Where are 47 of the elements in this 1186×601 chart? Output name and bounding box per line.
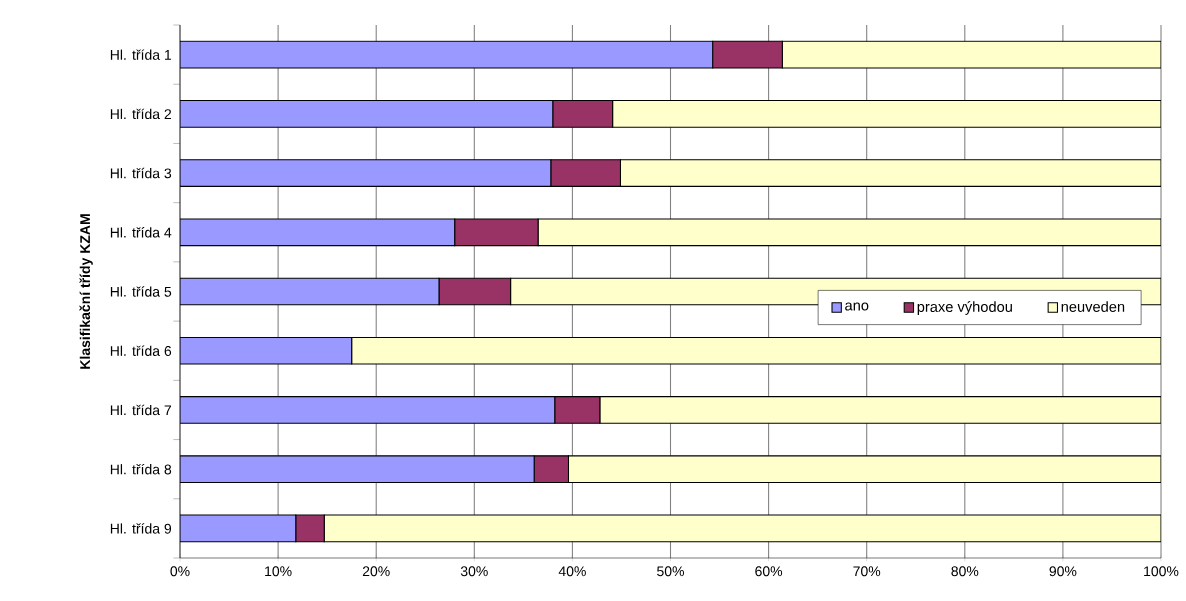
- bar: [323, 514, 1162, 543]
- bar: [599, 396, 1162, 424]
- bar: [554, 396, 601, 424]
- bar: [438, 277, 512, 306]
- bar: [180, 218, 456, 247]
- y-axis-title: Klasifikační třídy KZAM: [79, 214, 93, 369]
- x-tick-label: 100%: [1144, 566, 1179, 577]
- x-tick-label: 40%: [558, 566, 586, 577]
- bar: [619, 159, 1162, 187]
- bar: [180, 159, 552, 187]
- x-tick-label: 60%: [755, 566, 783, 577]
- legend-label: praxe výhodou: [917, 301, 1012, 315]
- bar: [552, 99, 614, 128]
- y-tick-label: Hl. třída 4: [110, 227, 172, 238]
- bar: [180, 514, 297, 543]
- y-tick-label: Hl. třída 2: [110, 108, 172, 120]
- legend-label: neuveden: [1061, 301, 1125, 312]
- x-tick-label: 80%: [951, 566, 979, 577]
- x-tick-label: 20%: [362, 566, 390, 577]
- bar: [612, 99, 1162, 128]
- x-tick-label: 50%: [657, 566, 684, 577]
- y-tick-label: Hl. třída 6: [110, 345, 172, 356]
- bar: [180, 455, 535, 484]
- bar: [180, 336, 353, 365]
- x-tick-label: 70%: [853, 566, 881, 577]
- x-tick-label: 10%: [265, 566, 292, 577]
- bar: [180, 99, 554, 128]
- bar: [781, 40, 1162, 69]
- bar: [351, 336, 1162, 365]
- y-tick-label: Hl. třída 9: [110, 523, 172, 534]
- bar: [533, 455, 570, 484]
- y-tick-label: Hl. třída 1: [110, 49, 172, 60]
- legend-label: ano: [845, 302, 869, 311]
- bar: [454, 218, 539, 247]
- bar: [180, 277, 440, 306]
- bar: [550, 159, 622, 187]
- x-tick-label: 0%: [170, 566, 190, 577]
- x-tick-label: 90%: [1049, 566, 1077, 577]
- bar: [180, 40, 714, 69]
- y-tick-label: Hl. třída 3: [110, 167, 172, 179]
- y-tick-label: Hl. třída 8: [110, 463, 172, 475]
- y-tick-label: Hl. třída 7: [110, 404, 172, 416]
- y-tick-label: Hl. třída 5: [110, 286, 172, 297]
- bar: [567, 455, 1162, 484]
- bar: [537, 218, 1162, 247]
- bar: [180, 396, 556, 424]
- x-tick-label: 30%: [460, 566, 488, 577]
